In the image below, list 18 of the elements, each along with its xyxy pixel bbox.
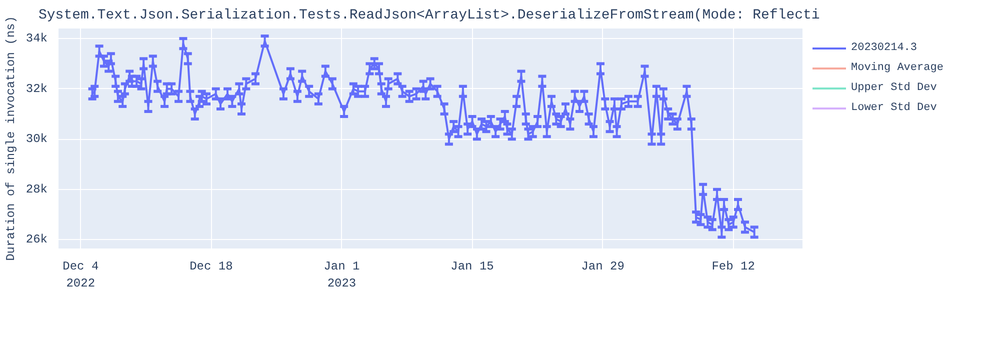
legend-label: Moving Average bbox=[851, 61, 944, 75]
legend-label: Lower Std Dev bbox=[851, 101, 937, 115]
legend-label: Upper Std Dev bbox=[851, 81, 937, 95]
x-tick-label: Jan 15 bbox=[450, 260, 494, 274]
y-axis-title: Duration of single invocation (ns) bbox=[4, 16, 18, 261]
y-tick-label: 32k bbox=[26, 82, 48, 96]
y-tick-label: 34k bbox=[26, 32, 48, 46]
y-tick-label: 28k bbox=[26, 182, 48, 196]
chart-title: System.Text.Json.Serialization.Tests.ReadJson<ArrayList>.DeserializeFromStream(Mode: Reflecti bbox=[38, 8, 820, 24]
legend-label: 20230214.3 bbox=[851, 41, 918, 55]
y-tick-label: 30k bbox=[26, 132, 48, 146]
y-tick-label: 26k bbox=[26, 232, 48, 247]
x-tick-label: Dec 18 bbox=[190, 260, 233, 274]
line-series bbox=[91, 40, 756, 234]
x-tick-label: Feb 12 bbox=[712, 260, 755, 274]
x-tick-label: Jan 29 bbox=[581, 260, 624, 274]
x-tick-label: Jan 1 2023 bbox=[324, 260, 360, 290]
x-tick-label: Dec 4 2022 bbox=[62, 260, 99, 290]
